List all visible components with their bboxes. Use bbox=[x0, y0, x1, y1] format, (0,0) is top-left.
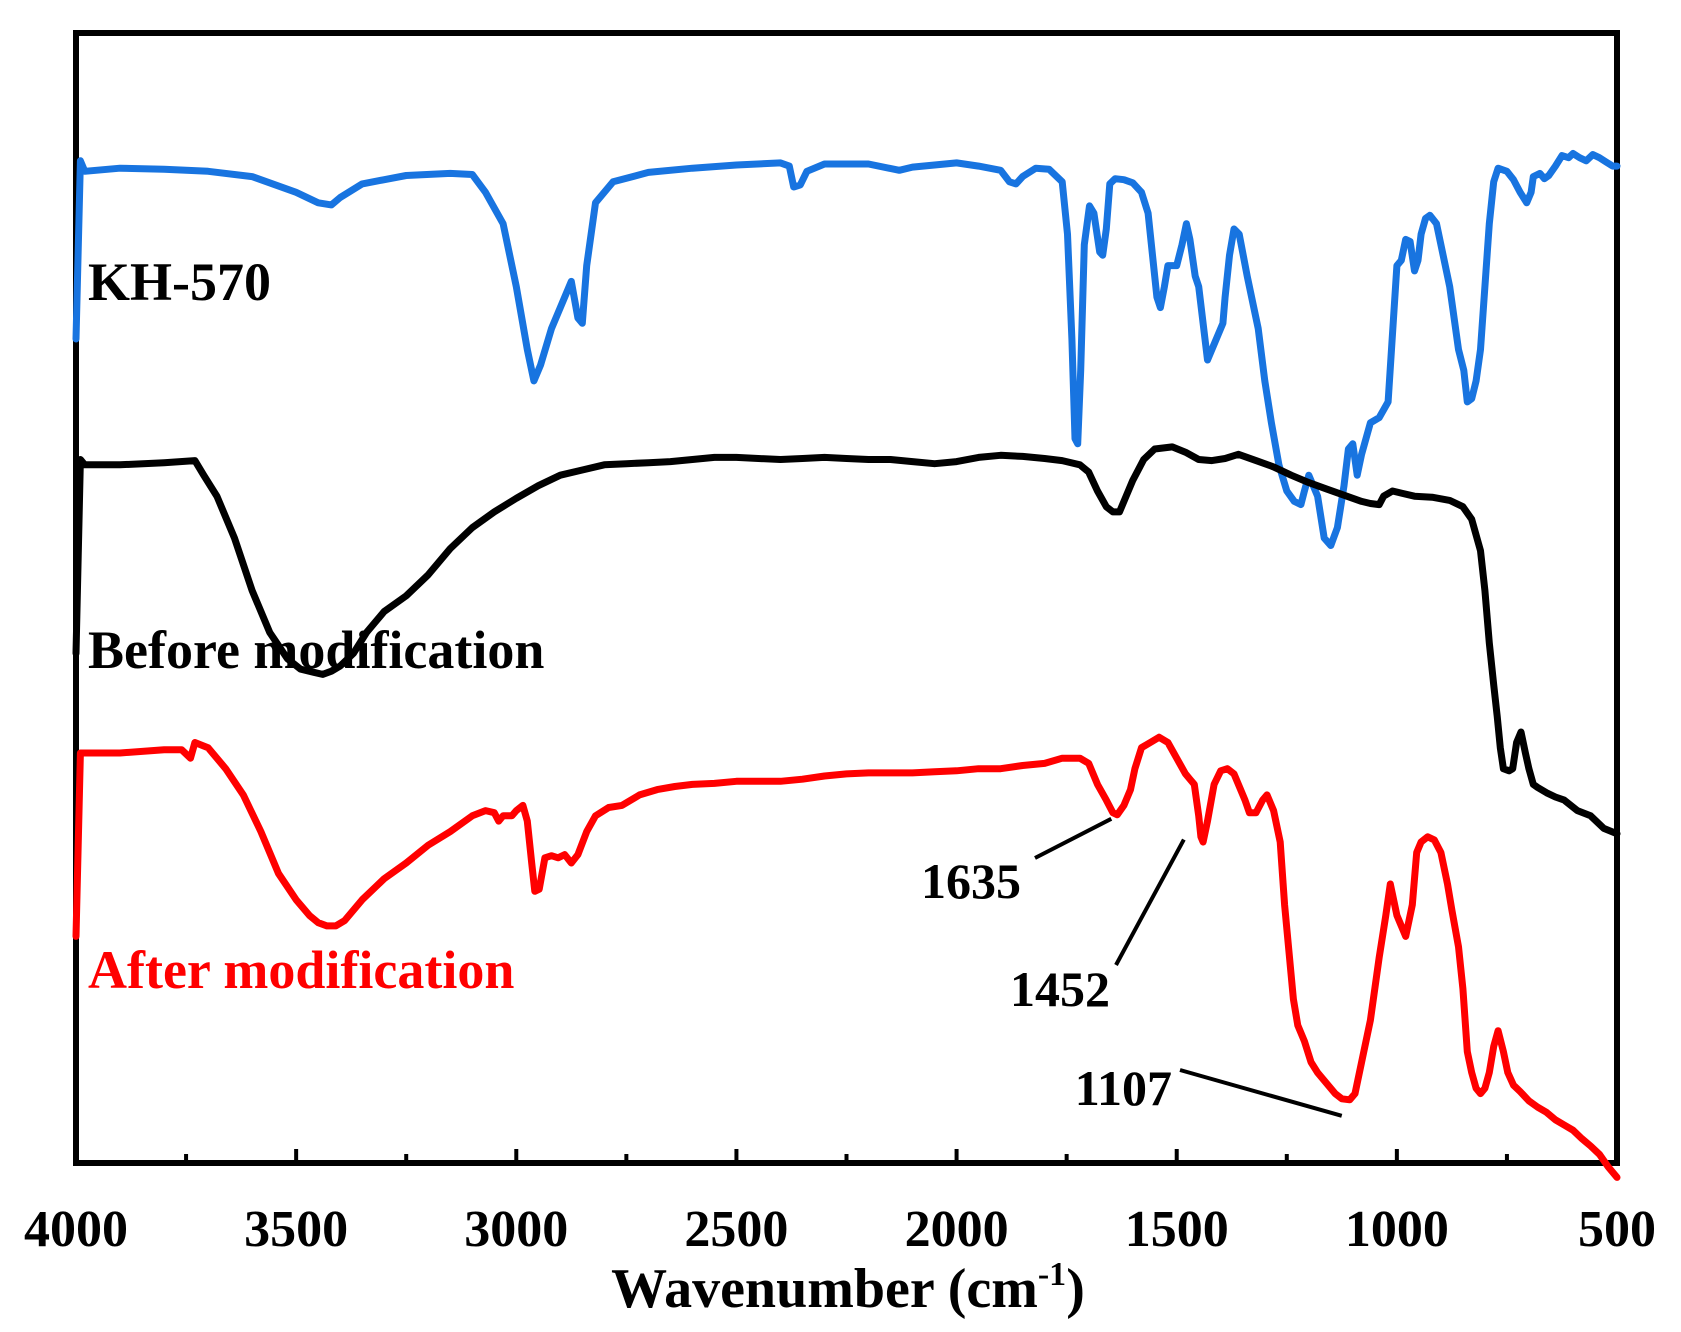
series-line-2 bbox=[72, 733, 1621, 1181]
annotation-leader-1107 bbox=[1179, 1068, 1343, 1118]
x-axis-title-superscript: -1 bbox=[1038, 1256, 1066, 1293]
x-axis-title-main: Wavenumber (cm bbox=[611, 1258, 1038, 1320]
x-tick-label-2500: 2500 bbox=[684, 1201, 788, 1258]
x-tick-label-500: 500 bbox=[1578, 1201, 1656, 1258]
x-tick-label-3500: 3500 bbox=[244, 1201, 348, 1258]
x-axis-title-close: ) bbox=[1066, 1258, 1085, 1320]
series-label-2: After modification bbox=[88, 940, 514, 1000]
annotation-leader-1635 bbox=[1034, 817, 1113, 860]
x-tick-label-3000: 3000 bbox=[464, 1201, 568, 1258]
annotation-label-1107: 1107 bbox=[1075, 1060, 1172, 1116]
series-lines bbox=[72, 150, 1621, 1181]
x-tick-label-2000: 2000 bbox=[905, 1201, 1009, 1258]
series-label-1: Before modification bbox=[88, 620, 544, 680]
x-tick-label-1500: 1500 bbox=[1125, 1201, 1229, 1258]
x-tick-label-4000: 4000 bbox=[24, 1201, 128, 1258]
x-tick-label-1000: 1000 bbox=[1345, 1201, 1449, 1258]
x-axis-ticks bbox=[184, 1149, 1509, 1163]
series-labels: KH-570 Before modification After modificat… bbox=[88, 252, 544, 1000]
annotation-label-1635: 1635 bbox=[921, 853, 1021, 909]
series-label-0: KH-570 bbox=[88, 252, 271, 312]
peak-annotations: 1635 1452 1107 bbox=[921, 817, 1343, 1118]
series-line-1 bbox=[72, 443, 1621, 838]
series-line-0 bbox=[72, 150, 1621, 549]
x-axis-title: Wavenumber (cm-1) bbox=[611, 1256, 1085, 1320]
annotation-label-1452: 1452 bbox=[1010, 961, 1110, 1017]
annotation-leader-1452 bbox=[1114, 838, 1186, 966]
x-axis-tick-labels: 4000 3500 3000 2500 2000 1500 1000 500 bbox=[24, 1201, 1656, 1258]
